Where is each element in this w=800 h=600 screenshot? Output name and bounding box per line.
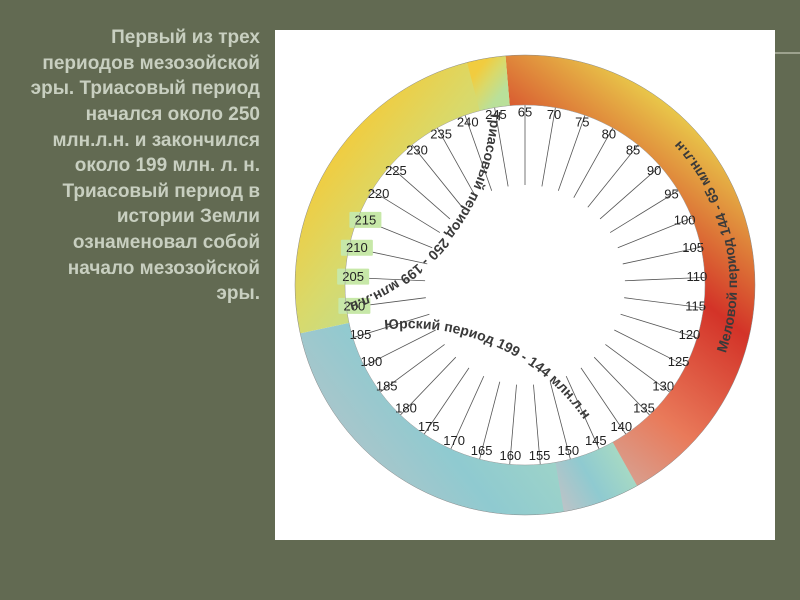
tick-label: 120 bbox=[679, 327, 701, 342]
tick-label: 225 bbox=[385, 163, 407, 178]
tick-label: 100 bbox=[674, 212, 696, 227]
tick-label: 95 bbox=[664, 186, 678, 201]
tick-label: 170 bbox=[443, 433, 465, 448]
tick-label: 130 bbox=[652, 379, 674, 394]
tick-label: 235 bbox=[430, 126, 452, 141]
tick-label: 110 bbox=[686, 269, 707, 284]
tick-label: 65 bbox=[518, 104, 532, 119]
tick-label: 155 bbox=[529, 448, 551, 463]
tick-label: 215 bbox=[355, 212, 377, 227]
tick-label: 220 bbox=[368, 186, 390, 201]
tick-label: 195 bbox=[350, 327, 372, 342]
tick-label: 180 bbox=[395, 401, 417, 416]
tick-label: 210 bbox=[346, 240, 368, 255]
tick-label: 185 bbox=[376, 379, 398, 394]
geologic-wheel-chart: 6570758085909510010511011512012513013514… bbox=[275, 30, 775, 540]
tick-label: 190 bbox=[361, 354, 383, 369]
tick-label: 230 bbox=[406, 143, 428, 158]
tick-label: 135 bbox=[633, 401, 655, 416]
tick-label: 160 bbox=[500, 448, 522, 463]
tick-label: 145 bbox=[585, 433, 607, 448]
tick-label: 125 bbox=[668, 354, 690, 369]
tick-label: 150 bbox=[557, 443, 579, 458]
tick-label: 70 bbox=[547, 107, 561, 122]
tick-label: 75 bbox=[575, 114, 589, 129]
description-text: Первый из трех периодов мезозойской эры.… bbox=[30, 25, 260, 307]
tick-label: 105 bbox=[682, 240, 704, 255]
tick-label: 165 bbox=[471, 443, 493, 458]
tick-label: 240 bbox=[457, 114, 479, 129]
